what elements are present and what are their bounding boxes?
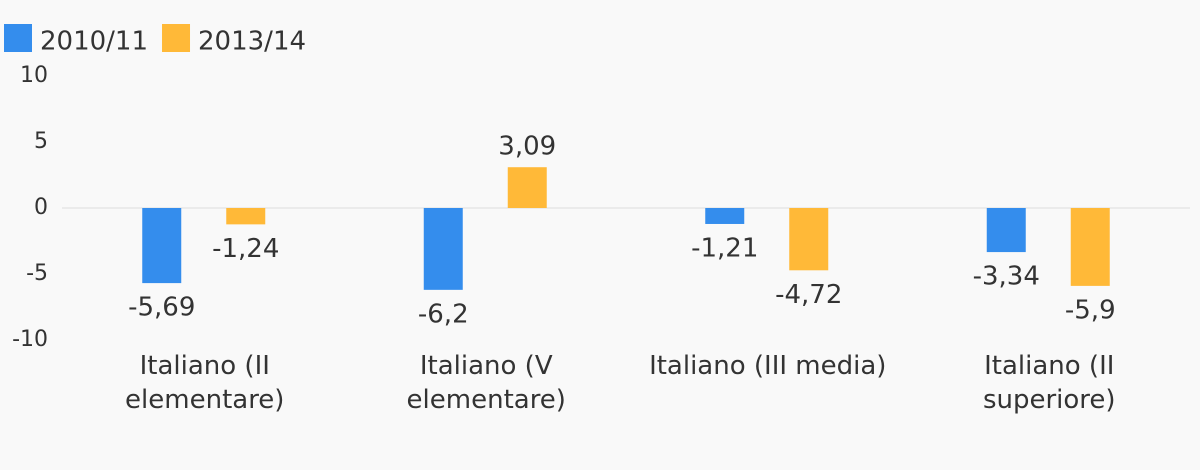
bar [226,208,266,225]
value-label: -5,9 [1065,295,1116,325]
bar [1070,208,1110,286]
bar [142,208,182,284]
x-tick-label: Italiano (III media) [649,351,887,381]
value-label: -4,72 [775,280,842,310]
legend-swatch [4,24,32,52]
x-tick-label: Italiano (V elementare) [406,351,566,415]
bar [705,208,745,224]
y-tick-label: -10 [12,327,48,352]
bar [507,167,547,208]
value-label: -6,2 [418,299,469,329]
value-label: -1,21 [691,233,758,263]
legend-swatch [162,24,191,52]
y-tick-label: -5 [26,261,48,286]
value-label: -3,34 [973,262,1040,292]
bar [986,208,1026,253]
x-tick-label: Italiano (II superiore) [982,351,1116,415]
bar [789,208,829,271]
legend-label: 2013/14 [198,27,306,57]
value-label: 3,09 [498,132,556,162]
y-tick-label: 0 [34,195,48,220]
y-tick-label: 5 [34,129,48,154]
x-tick-label: Italiano (II elementare) [125,351,285,415]
legend-label: 2010/11 [40,27,148,57]
bar [423,208,463,290]
y-tick-label: 10 [20,63,48,88]
value-label: -5,69 [128,293,195,323]
value-label: -1,24 [212,234,279,264]
